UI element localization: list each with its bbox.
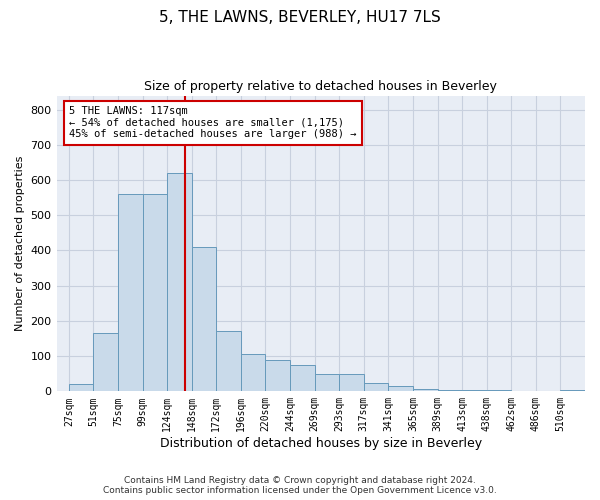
Text: 5, THE LAWNS, BEVERLEY, HU17 7LS: 5, THE LAWNS, BEVERLEY, HU17 7LS (159, 10, 441, 25)
X-axis label: Distribution of detached houses by size in Beverley: Distribution of detached houses by size … (160, 437, 482, 450)
Y-axis label: Number of detached properties: Number of detached properties (15, 156, 25, 331)
Bar (560, 390, 585, 392)
Bar (265, 360, 290, 392)
Bar (69, 384, 94, 392)
Bar (167, 173, 192, 392)
Bar (364, 382, 388, 392)
Bar (143, 194, 167, 392)
Bar (94, 333, 118, 392)
Bar (388, 386, 413, 392)
Bar (290, 365, 314, 392)
Bar (241, 354, 265, 392)
Bar (413, 388, 437, 392)
Bar (437, 390, 462, 392)
Bar (462, 390, 487, 392)
Bar (217, 332, 241, 392)
Bar (314, 374, 339, 392)
Text: Contains HM Land Registry data © Crown copyright and database right 2024.
Contai: Contains HM Land Registry data © Crown c… (103, 476, 497, 495)
Bar (192, 247, 217, 392)
Bar (339, 374, 364, 392)
Bar (118, 194, 143, 392)
Title: Size of property relative to detached houses in Beverley: Size of property relative to detached ho… (145, 80, 497, 93)
Text: 5 THE LAWNS: 117sqm
← 54% of detached houses are smaller (1,175)
45% of semi-det: 5 THE LAWNS: 117sqm ← 54% of detached ho… (69, 106, 356, 140)
Bar (487, 390, 511, 392)
